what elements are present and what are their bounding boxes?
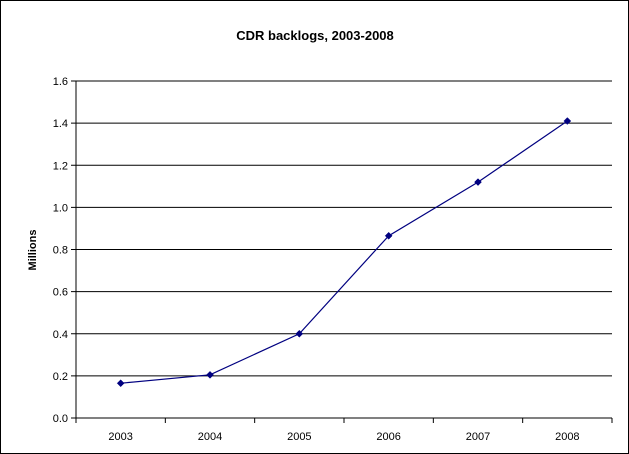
data-point-marker [206,370,214,379]
y-tick-label: 0.2 [53,371,68,383]
y-tick-label: 1.6 [53,76,68,88]
y-tick-label: 0.6 [53,287,68,299]
y-tick-label: 0.0 [53,413,68,425]
x-tick-label: 2006 [376,431,400,443]
x-tick-label: 2005 [287,431,311,443]
x-tick-label: 2008 [555,431,579,443]
gridlines [76,80,612,377]
axes: 0.0 0.2 0.4 0.6 0.8 1.0 1.2 1.4 1.6 2003 2004 2005 2… [53,76,613,443]
chart-title: CDR backlogs, 2003-2008 [236,28,394,43]
y-axis-label: Millions [27,230,39,271]
x-tick-label: 2003 [108,431,132,443]
series [116,117,572,388]
data-point-marker [295,329,304,338]
y-tick-label: 1.2 [53,160,68,172]
y-tick-label: 1.0 [53,202,68,214]
data-point-marker [474,178,482,186]
data-point-marker [116,379,125,388]
data-point-marker [384,231,393,240]
y-tick-label: 0.4 [53,329,68,341]
x-tick-label: 2007 [466,431,490,443]
x-tick-label: 2004 [198,431,222,443]
y-tick-label: 0.8 [53,245,68,257]
y-tick-label: 1.4 [53,118,68,130]
data-point-marker [563,117,572,125]
series-line [120,120,568,384]
